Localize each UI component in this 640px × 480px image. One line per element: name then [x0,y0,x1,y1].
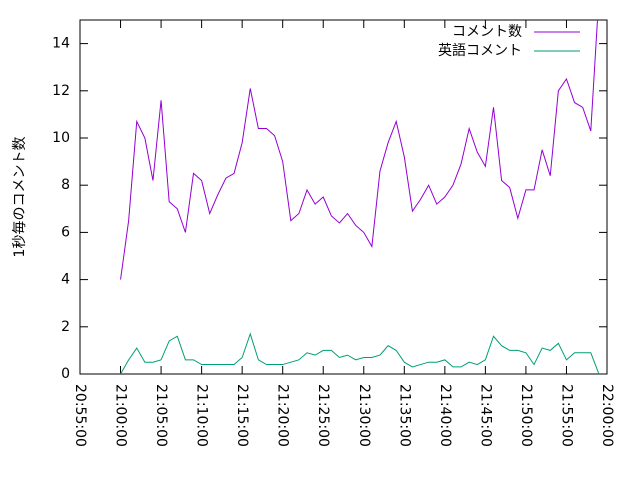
legend-label: 英語コメント [438,42,522,59]
plot-area [120,20,600,374]
y-tick-label: 8 [61,177,70,193]
x-tick-label: 21:00:00 [113,384,129,447]
x-tick-label: 21:25:00 [315,384,331,447]
x-tick-label: 21:40:00 [437,384,453,447]
x-tick-label: 21:10:00 [194,384,210,447]
y-tick-label: 10 [52,130,70,146]
x-tick-label: 21:20:00 [275,384,291,447]
y-tick-label: 0 [61,366,70,382]
legend-label: コメント数 [452,24,522,40]
x-tick-label: 21:45:00 [477,384,493,447]
y-tick-label: 12 [52,83,70,99]
y-tick-label: 6 [61,224,70,240]
y-tick-label: 2 [61,319,70,335]
y-tick-label: 4 [61,272,70,288]
y-tick-label: 14 [52,36,70,52]
x-tick-label: 22:00:00 [599,384,615,447]
x-tick-label: 21:30:00 [356,384,372,447]
plot-border [79,19,608,375]
x-tick-label: 21:55:00 [558,384,574,447]
x-tick-label: 21:35:00 [396,384,412,447]
x-tick-label: 20:55:00 [72,384,88,447]
x-tick-label: 21:50:00 [518,384,534,447]
x-tick-label: 21:15:00 [234,384,250,447]
data-line [120,332,600,374]
y-axis-label: 1秒毎のコメント数 [12,137,28,258]
data-line [120,20,598,280]
x-tick-label: 21:05:00 [153,384,169,447]
